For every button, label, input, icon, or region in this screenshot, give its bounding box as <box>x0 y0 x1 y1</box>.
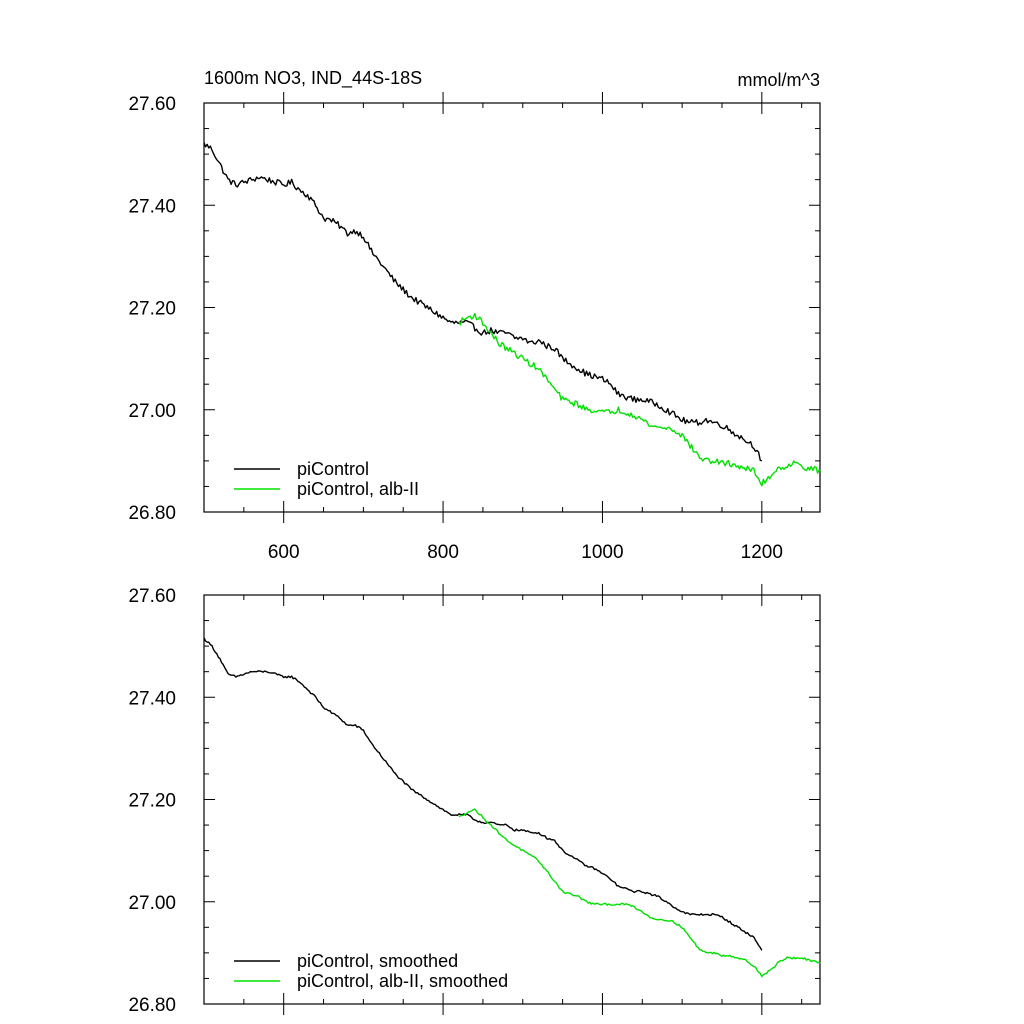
y-tick-label: 27.20 <box>128 791 176 812</box>
y-tick-label: 27.60 <box>128 586 176 607</box>
units-label: mmol/m^3 <box>738 70 820 90</box>
legend-label: piControl, smoothed <box>297 951 458 971</box>
y-tick-label: 27.60 <box>128 94 176 115</box>
legend-label: piControl, alb-II <box>297 479 419 499</box>
chart-title: 1600m NO3, IND_44S-18S <box>204 68 422 89</box>
x-tick-label: 600 <box>268 542 300 563</box>
y-tick-label: 27.40 <box>128 688 176 709</box>
y-tick-label: 26.80 <box>128 995 176 1016</box>
series-line-picontrol-alb-ii <box>458 808 821 978</box>
series-line-picontrol <box>203 142 763 462</box>
y-tick-label: 27.00 <box>128 401 176 422</box>
x-tick-label: 1200 <box>741 542 783 563</box>
series-line-picontrol-alb-ii <box>458 312 821 487</box>
y-tick-label: 27.40 <box>128 196 176 217</box>
series-line-picontrol <box>203 637 763 951</box>
bottom-panel: 26.80 27.00 27.20 27.40 27.60 piControl, smoo… <box>128 584 821 1016</box>
y-tick-label: 27.00 <box>128 893 176 914</box>
top-panel: 26.80 27.00 27.20 27.40 27.60 600 800 1000 1200 p… <box>128 92 821 563</box>
x-tick-label: 800 <box>427 542 459 563</box>
y-tick-label: 26.80 <box>128 503 176 524</box>
x-tick-label: 1000 <box>581 542 623 563</box>
legend-label: piControl, alb-II, smoothed <box>297 971 508 991</box>
y-tick-label: 27.20 <box>128 299 176 320</box>
legend-label: piControl <box>297 459 369 479</box>
